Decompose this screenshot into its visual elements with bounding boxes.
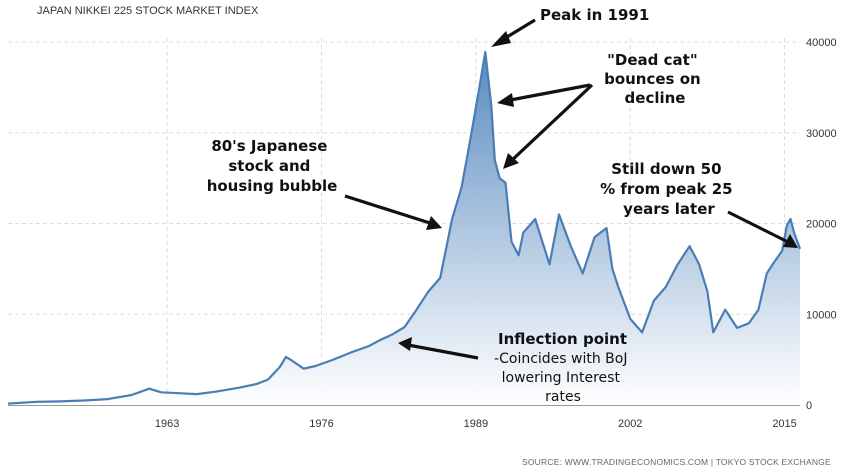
arrow-bubble: [344, 194, 434, 226]
index-area: [8, 52, 800, 405]
annotation-bubble-line: 80's Japanese: [211, 137, 327, 155]
annotation-still-down-line: Still down 50: [611, 160, 721, 178]
annotation-bubble-line: housing bubble: [207, 177, 338, 195]
annotation-inflection-line: Inflection point: [498, 330, 627, 348]
annotation-peak: Peak in 1991: [540, 6, 649, 24]
annotation-still-down-line: % from peak 25: [600, 180, 732, 198]
annotation-bubble: 80's Japanese stock and housing bubble: [207, 137, 338, 195]
y-tick-label: 0: [806, 400, 812, 412]
annotation-dead-cat-line: bounces on: [604, 70, 701, 88]
annotation-still-down-line: years later: [623, 200, 715, 218]
annotation-inflection-sub-line: lowering Interest: [502, 370, 621, 386]
annotation-inflection-sub-line: -Coincides with BoJ: [494, 351, 627, 367]
arrow-still-down: [727, 210, 791, 245]
x-tick-label: 1963: [155, 418, 179, 430]
arrow-inflection-head: [398, 337, 412, 351]
arrow-bubble-head: [426, 216, 442, 230]
x-tick-label: 2015: [772, 418, 796, 430]
annotation-inflection-sub: -Coincides with BoJ lowering Interest ra…: [494, 351, 632, 405]
chart-title: JAPAN NIKKEI 225 STOCK MARKET INDEX: [37, 5, 259, 17]
arrow-bounce-1: [504, 83, 591, 103]
y-tick-label: 20000: [806, 219, 837, 231]
annotation-still-down: Still down 50 % from peak 25 years later: [600, 160, 738, 218]
y-axis-ticks: 0 10000 20000 30000 40000: [806, 37, 837, 412]
arrow-still-down-head: [783, 234, 798, 248]
annotation-dead-cat: "Dead cat" bounces on decline: [604, 51, 706, 107]
x-tick-label: 2002: [618, 418, 642, 430]
annotation-inflection: Inflection point: [498, 330, 627, 348]
x-tick-label: 1989: [464, 418, 488, 430]
annotation-arrows: [344, 18, 798, 360]
chart-source: SOURCE: WWW.TRADINGECONOMICS.COM | TOKYO…: [522, 457, 831, 467]
annotation-dead-cat-line: decline: [625, 89, 686, 107]
annotation-bubble-line: stock and: [228, 157, 310, 175]
annotation-peak-line: Peak in 1991: [540, 6, 649, 24]
y-tick-label: 40000: [806, 37, 837, 49]
arrow-bounce-2-head: [503, 153, 519, 169]
annotation-dead-cat-line: "Dead cat": [607, 51, 698, 69]
arrow-bounce-1-head: [497, 93, 514, 107]
x-axis-ticks: 1963 1976 1989 2002 2015: [155, 418, 797, 430]
arrow-peak-head: [491, 31, 511, 47]
y-tick-label: 30000: [806, 128, 837, 140]
arrow-bounce-2: [508, 83, 594, 164]
x-tick-label: 1976: [309, 418, 333, 430]
annotation-inflection-sub-line: rates: [545, 389, 581, 405]
index-line: [7, 50, 802, 405]
arrow-inflection: [407, 343, 479, 360]
y-tick-label: 10000: [806, 309, 837, 321]
